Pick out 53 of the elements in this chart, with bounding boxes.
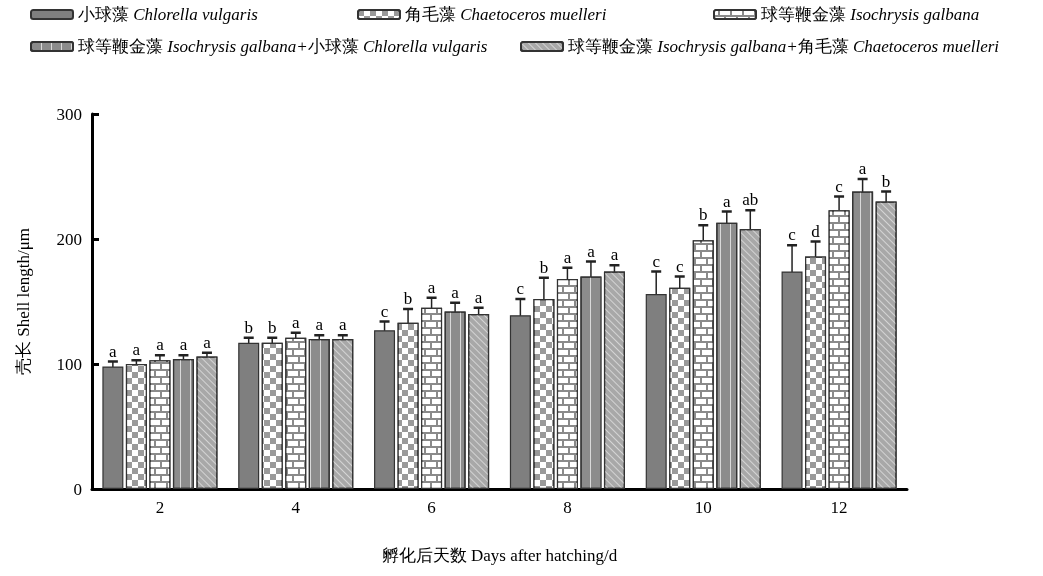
x-tick-label: 10 (694, 498, 712, 517)
data-label: a (203, 332, 212, 352)
data-label: a (723, 191, 731, 211)
data-label: c (652, 251, 661, 271)
data-label: a (179, 335, 188, 355)
data-label: a (156, 335, 165, 355)
data-label: a (474, 287, 483, 307)
y-tick-label: 100 (56, 354, 82, 374)
x-axis-title: 孵化后天数 Days after hatching/d (381, 546, 618, 565)
data-label: c (788, 225, 797, 245)
data-label: b (539, 257, 549, 277)
data-label: b (699, 205, 708, 225)
data-label: a (427, 277, 436, 297)
x-tick-label: 4 (291, 498, 301, 517)
y-tick-label: 300 (56, 104, 82, 124)
bar (102, 366, 124, 489)
legend-label: 球等鞭金藻 Isochrysis galbana+小球藻 Chlorella vulgaris (78, 37, 488, 56)
data-label: a (587, 241, 596, 261)
x-tick-label: 8 (563, 498, 572, 517)
bar (374, 330, 396, 489)
legend-label: 球等鞭金藻 Isochrysis galbana (761, 5, 980, 24)
y-tick-label: 200 (56, 229, 82, 249)
data-label: c (835, 176, 844, 196)
x-tick-label: 2 (155, 498, 165, 517)
bar (781, 271, 803, 489)
data-label: a (858, 159, 867, 178)
data-label: b (267, 317, 277, 337)
data-label: a (132, 340, 141, 360)
data-label: a (291, 312, 300, 332)
data-label: ab (742, 190, 759, 210)
data-label: c (380, 301, 389, 321)
data-label: a (339, 315, 348, 335)
legend-label: 球等鞭金藻 Isochrysis galbana+角毛藻 Chaetoceros muelleri (568, 37, 1000, 56)
data-label: b (244, 317, 253, 337)
bar (238, 342, 260, 489)
data-label: c (675, 256, 684, 276)
data-label: b (881, 171, 891, 191)
bar (509, 315, 531, 489)
x-tick-label: 6 (427, 498, 436, 517)
y-tick-label: 0 (73, 479, 82, 499)
data-label: b (403, 289, 413, 308)
data-label: a (109, 341, 118, 361)
legend-label: 小球藻 Chlorella vulgaris (78, 5, 259, 24)
y-axis-title: 壳长 Shell length/μm (14, 228, 33, 375)
data-label: a (451, 282, 460, 302)
bar (645, 294, 667, 489)
data-label: d (811, 221, 821, 241)
data-label: a (563, 247, 572, 267)
data-label: a (610, 245, 619, 265)
x-tick-label: 12 (830, 498, 848, 517)
data-label: a (315, 315, 324, 335)
legend-label: 角毛藻 Chaetoceros muelleri (405, 5, 607, 24)
data-label: c (516, 279, 525, 298)
